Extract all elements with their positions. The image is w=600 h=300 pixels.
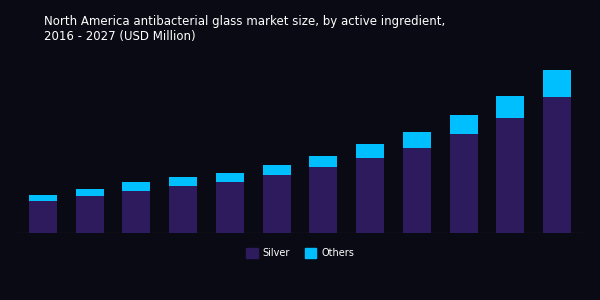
Bar [122,190,151,233]
Bar [169,186,197,233]
Bar [310,156,337,167]
Bar [449,134,478,233]
Bar [356,144,384,158]
Bar [29,201,57,233]
Bar [449,116,478,134]
Bar [29,195,57,201]
Bar [543,70,571,97]
Bar [263,176,290,233]
Bar [169,177,197,186]
Bar [310,167,337,233]
Bar [263,165,290,175]
Bar [543,97,571,233]
Bar [122,182,151,190]
Legend: Silver, Others: Silver, Others [242,244,358,262]
Bar [496,118,524,233]
Bar [76,196,104,233]
Bar [216,182,244,233]
Bar [496,96,524,118]
Bar [403,132,431,148]
Bar [216,173,244,182]
Bar [403,148,431,233]
Text: North America antibacterial glass market size, by active ingredient,
2016 - 2027: North America antibacterial glass market… [44,15,445,43]
Bar [76,189,104,196]
Bar [356,158,384,233]
